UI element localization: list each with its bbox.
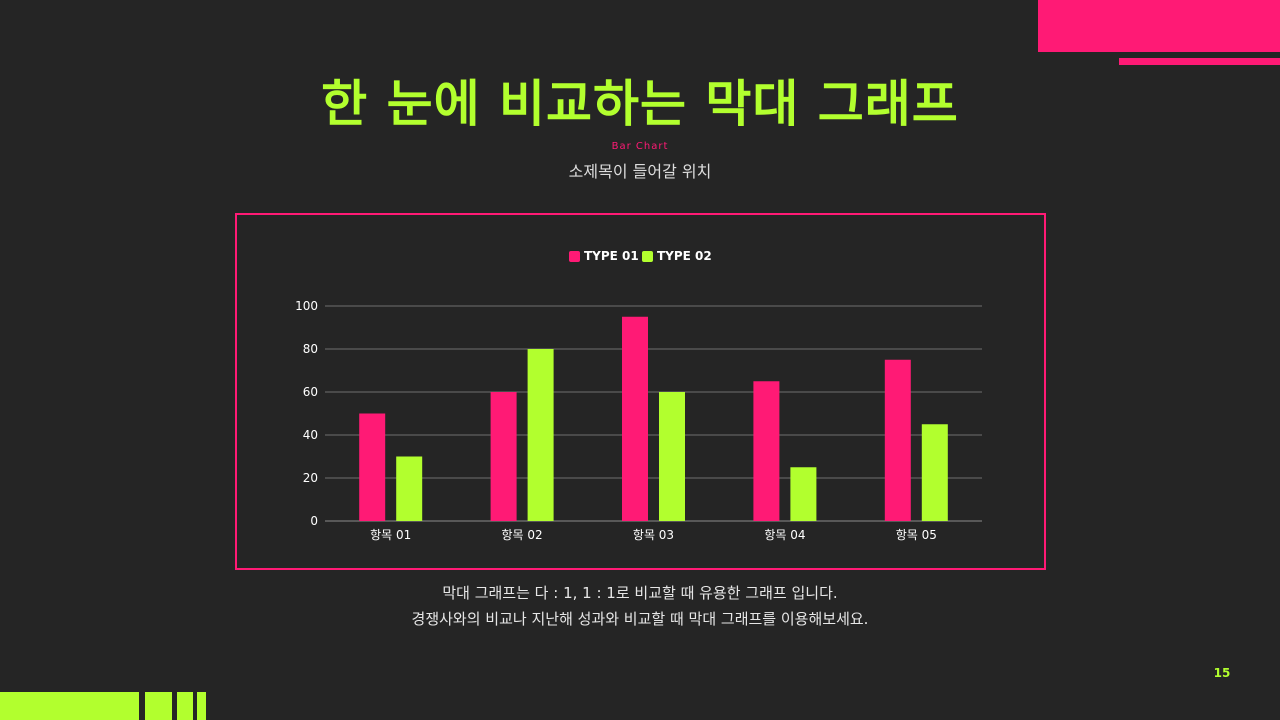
bar-type-02-1 (396, 456, 423, 521)
bar-type-01-5 (884, 359, 911, 521)
y-tick-label: 80 (303, 342, 318, 356)
x-tick-label: 항목 02 (502, 528, 543, 542)
top-right-accent-block (1038, 0, 1280, 52)
bottom-left-accent-stripe-1 (145, 692, 172, 720)
slide-description: 막대 그래프는 다 : 1, 1 : 1로 비교할 때 유용한 그래프 입니다.… (0, 580, 1280, 632)
y-tick-label: 60 (303, 385, 318, 399)
top-right-accent-line (1119, 58, 1280, 65)
y-tick-label: 40 (303, 428, 318, 442)
x-tick-label: 항목 01 (370, 528, 411, 542)
bottom-left-accent-stripe-2 (177, 692, 193, 720)
bar-type-02-5 (921, 424, 948, 521)
bar-type-01-4 (753, 381, 780, 521)
y-tick-label: 20 (303, 471, 318, 485)
description-line-2: 경쟁사와의 비교나 지난해 성과와 비교할 때 막대 그래프를 이용해보세요. (411, 610, 869, 628)
bottom-left-accent-bar (0, 692, 139, 720)
page-number: 15 (1213, 666, 1231, 680)
bar-chart: 0 20 40 60 80 100 항목 01 항목 02 항목 03 항목 04 항목 05 TYP… (295, 249, 982, 542)
bar-type-01-3 (622, 316, 648, 521)
legend-swatch-2 (642, 251, 653, 262)
bar-type-01-1 (359, 413, 386, 521)
bar-type-02-2 (527, 349, 554, 521)
x-tick-label: 항목 03 (633, 528, 674, 542)
legend-label-2: TYPE 02 (657, 249, 712, 263)
x-tick-label: 항목 04 (764, 528, 805, 542)
legend-label-1: TYPE 01 (584, 249, 639, 263)
description-line-1: 막대 그래프는 다 : 1, 1 : 1로 비교할 때 유용한 그래프 입니다. (442, 584, 838, 602)
x-tick-label: 항목 05 (896, 528, 937, 542)
bar-type-02-4 (790, 467, 817, 521)
slide-title: 한 눈에 비교하는 막대 그래프 (321, 75, 959, 133)
bar-type-01-2 (490, 392, 517, 521)
slide-subtitle: 소제목이 들어갈 위치 (568, 162, 712, 181)
y-tick-label: 100 (295, 299, 318, 313)
legend-swatch-1 (569, 251, 580, 262)
bar-type-02-3 (659, 392, 685, 521)
slide-label-en: Bar Chart (611, 141, 669, 152)
bottom-left-accent-stripe-3 (197, 692, 206, 720)
chart-frame: 0 20 40 60 80 100 항목 01 항목 02 항목 03 항목 04 항목 05 TYP… (235, 213, 1046, 570)
y-tick-label: 0 (310, 514, 318, 528)
